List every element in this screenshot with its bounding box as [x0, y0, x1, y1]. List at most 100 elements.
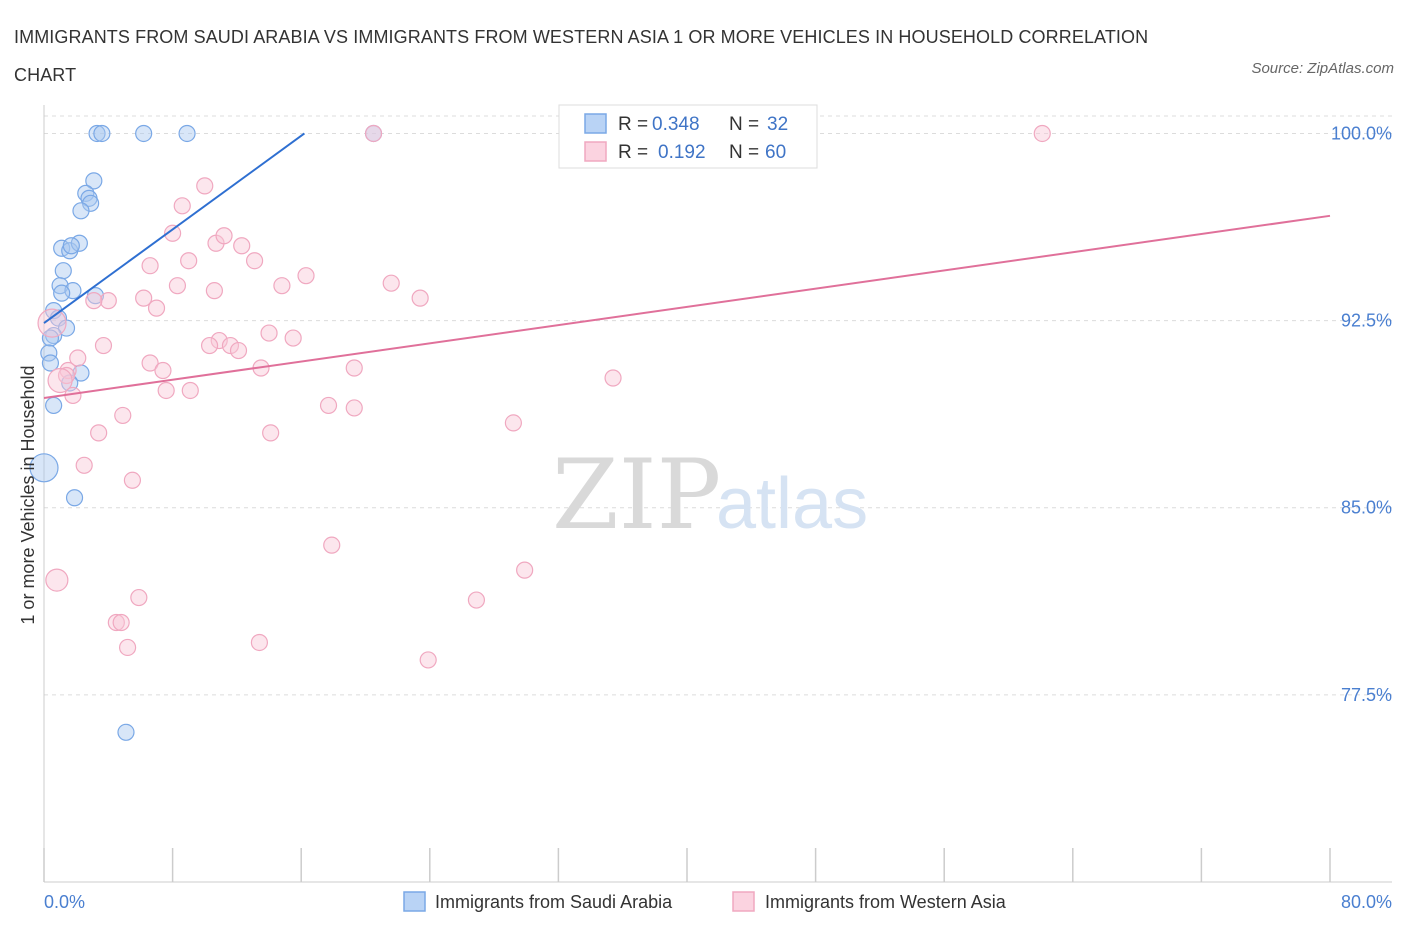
point-western-asia [75, 456, 93, 474]
point-saudi-arabia [88, 124, 106, 143]
point-western-asia [297, 267, 315, 285]
point-saudi-arabia [72, 202, 90, 220]
legend-r-label-2: R = [618, 142, 648, 163]
point-western-asia [123, 471, 142, 489]
point-western-asia [273, 277, 291, 295]
series-legend-label-western-asia: Immigrants from Western Asia [765, 892, 1007, 912]
point-western-asia [516, 561, 534, 579]
point-western-asia [245, 252, 264, 270]
legend-r-label-1: R = [618, 114, 648, 135]
point-saudi-arabia [85, 172, 103, 190]
point-western-asia [114, 406, 132, 425]
point-western-asia [130, 588, 148, 607]
watermark-zip: ZIP [552, 439, 721, 551]
point-western-asia [141, 257, 159, 275]
point-western-asia [168, 277, 187, 295]
y-tick-labels: 77.5% 85.0% 92.5% 100.0% [1331, 123, 1392, 704]
point-saudi-arabia [135, 124, 153, 143]
point-western-asia [37, 308, 67, 338]
legend-n-label-1: N = [729, 114, 759, 135]
legend-n-label-2: N = [729, 142, 759, 163]
point-western-asia [154, 361, 172, 380]
point-western-asia [382, 274, 400, 292]
data-points [29, 124, 1051, 741]
series-legend: Immigrants from Saudi Arabia Immigrants … [403, 891, 1007, 912]
point-western-asia [85, 292, 103, 310]
source-label: Source: ZipAtlas.com [1251, 60, 1394, 77]
point-saudi-arabia [93, 124, 111, 143]
point-western-asia [141, 354, 159, 372]
point-saudi-arabia [45, 396, 63, 415]
point-saudi-arabia [65, 489, 84, 507]
point-western-asia [107, 613, 125, 632]
point-western-asia [345, 399, 363, 417]
point-western-asia [319, 396, 338, 415]
point-saudi-arabia [62, 237, 80, 255]
point-saudi-arabia [54, 262, 72, 280]
point-western-asia [112, 613, 130, 632]
y-tick-label: 77.5% [1341, 685, 1392, 705]
legend-n-value-2: 60 [765, 142, 786, 163]
legend-r-value-1: 0.348 [652, 114, 700, 135]
point-western-asia [147, 299, 166, 317]
point-western-asia [419, 651, 437, 669]
x-tick-label: 0.0% [44, 892, 85, 912]
point-saudi-arabia [41, 354, 60, 372]
point-western-asia [284, 329, 302, 347]
point-saudi-arabia [117, 723, 135, 741]
point-western-asia [229, 341, 248, 360]
point-western-asia [215, 227, 233, 245]
point-western-asia [260, 324, 278, 342]
watermark-atlas: atlas [716, 464, 868, 544]
trend-line-western-asia [43, 214, 1331, 399]
point-western-asia [90, 424, 108, 442]
point-western-asia [173, 197, 191, 215]
point-western-asia [262, 424, 280, 442]
y-tick-label: 85.0% [1341, 498, 1392, 518]
point-saudi-arabia [53, 284, 71, 302]
point-western-asia [99, 292, 117, 310]
point-saudi-arabia [77, 184, 95, 202]
y-tick-label: 100.0% [1331, 123, 1392, 143]
axes [43, 105, 1392, 883]
point-western-asia [57, 366, 76, 385]
legend-swatch-saudi [584, 113, 607, 134]
point-western-asia [69, 349, 87, 367]
point-western-asia [205, 282, 223, 300]
gridlines [44, 115, 1392, 696]
legend-r-value-2: 0.192 [658, 142, 706, 163]
x-tick-labels: 0.0% 80.0% [44, 892, 1392, 912]
series-legend-swatch-western-asia [732, 891, 755, 912]
legend-swatch-western-asia [584, 141, 607, 162]
point-western-asia [200, 336, 219, 355]
point-saudi-arabia [41, 329, 60, 347]
point-western-asia [180, 252, 198, 270]
point-western-asia [164, 224, 182, 242]
point-western-asia [604, 369, 622, 387]
x-tick-label: 80.0% [1341, 892, 1392, 912]
point-western-asia [94, 336, 113, 355]
point-western-asia [250, 633, 269, 652]
point-western-asia [135, 289, 153, 307]
point-western-asia [323, 536, 341, 554]
series-legend-swatch-saudi [403, 891, 426, 912]
point-western-asia [345, 359, 363, 377]
point-western-asia [364, 124, 383, 143]
point-saudi-arabia [178, 124, 196, 143]
point-western-asia [1033, 124, 1051, 143]
point-saudi-arabia [64, 282, 82, 300]
legend-n-value-1: 32 [767, 114, 788, 135]
y-tick-label: 92.5% [1341, 311, 1392, 331]
point-western-asia [45, 568, 69, 592]
point-western-asia [411, 289, 429, 307]
point-western-asia [181, 381, 199, 400]
trend-lines [43, 132, 1331, 399]
point-western-asia [118, 638, 137, 657]
point-western-asia [467, 591, 486, 609]
chart-title: IMMIGRANTS FROM SAUDI ARABIA VS IMMIGRAN… [14, 27, 1149, 85]
point-western-asia [196, 177, 214, 195]
point-western-asia [504, 414, 522, 432]
trend-line-saudi-arabia [43, 132, 306, 324]
series-legend-label-saudi: Immigrants from Saudi Arabia [435, 892, 673, 912]
